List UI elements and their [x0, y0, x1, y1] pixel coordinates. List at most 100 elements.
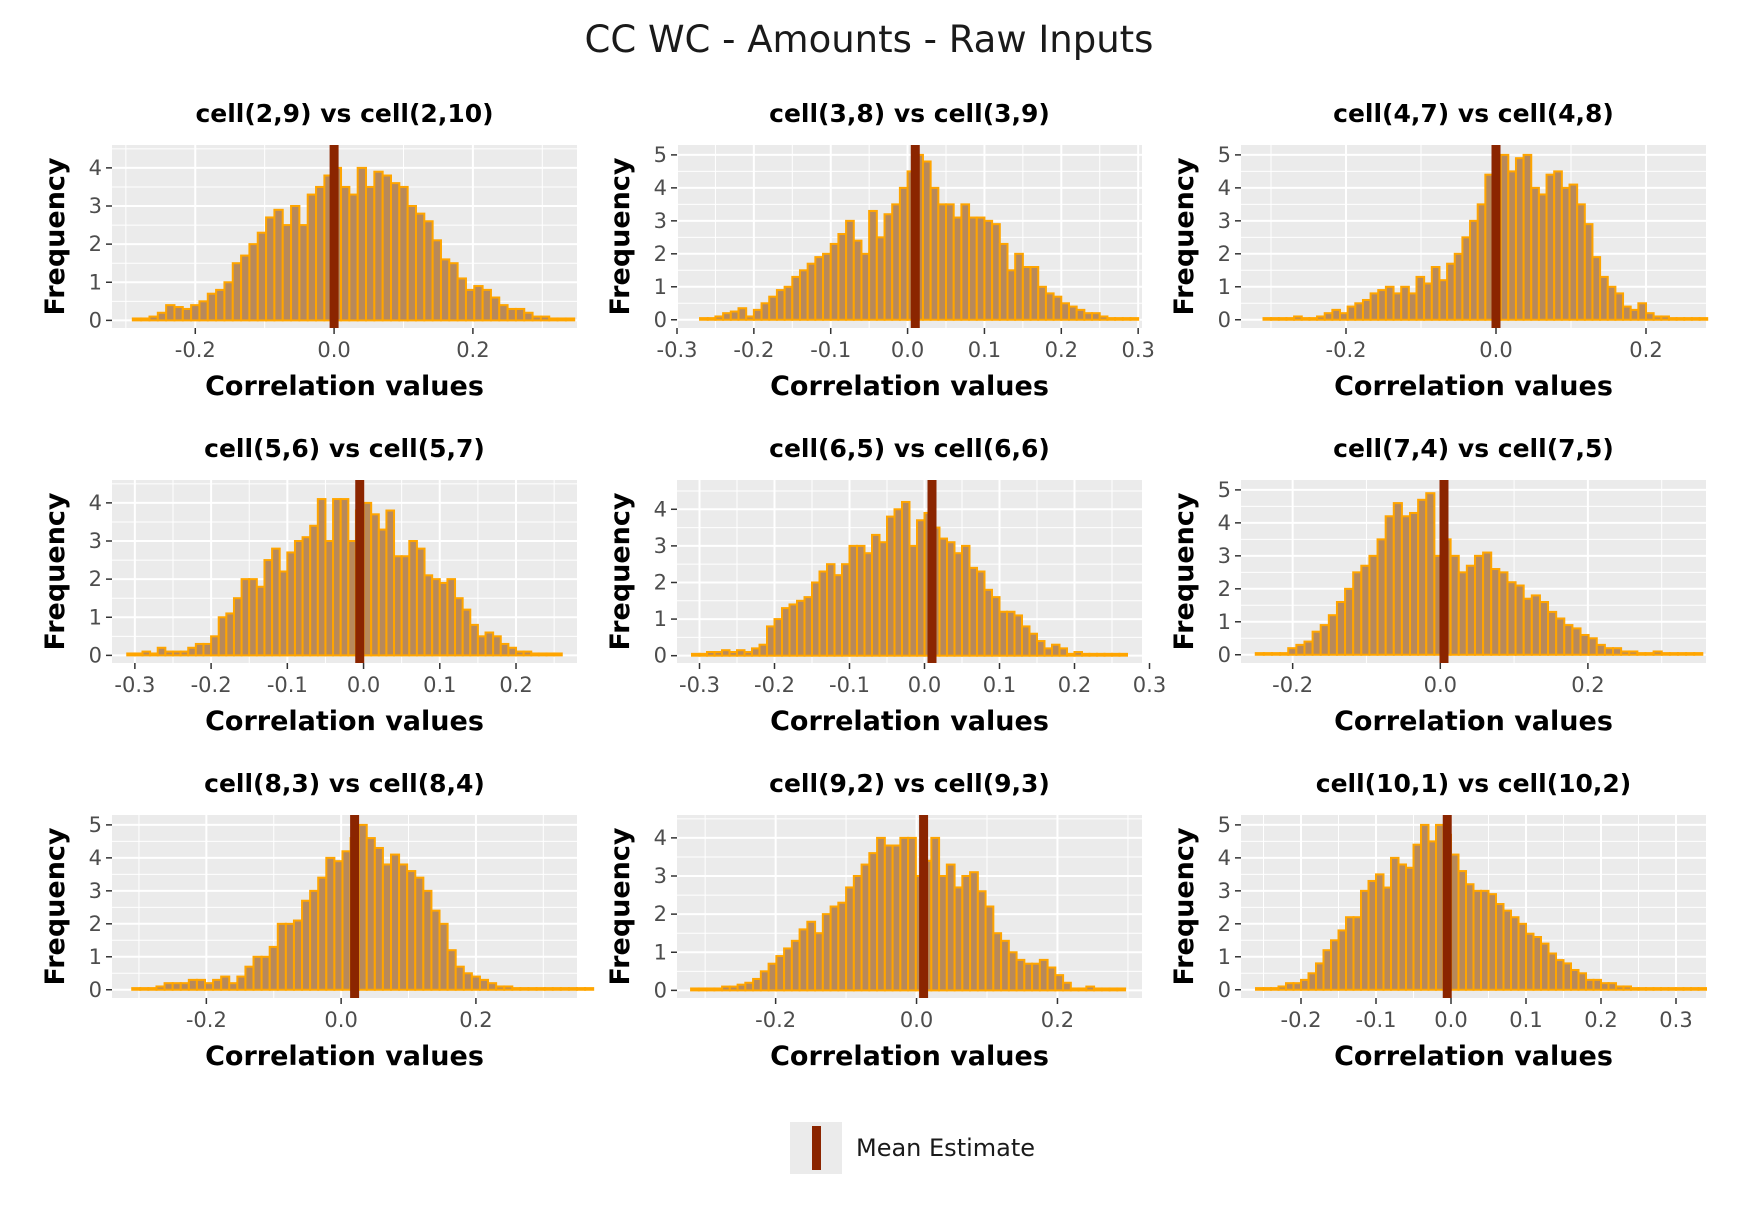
histogram-bar	[1106, 317, 1117, 321]
histogram-bar	[324, 540, 335, 657]
histogram-bar	[1482, 551, 1493, 656]
histogram-bar	[901, 500, 911, 657]
x-tick-label: -0.2	[754, 673, 795, 697]
histogram-bar	[171, 982, 182, 991]
panel-title: cell(7,4) vs cell(7,5)	[1333, 434, 1614, 463]
y-axis-label: Frequency	[40, 492, 71, 650]
x-tick-label: 0.0	[900, 1008, 933, 1032]
histogram-panel: -0.2 0.0 0.2 0 1 2 3 4 5 cell(7,4) vs cell(7,5) Co…	[1169, 434, 1706, 737]
histogram-bar	[1327, 614, 1338, 656]
histogram-bar	[1368, 554, 1379, 656]
y-axis-label: Frequency	[605, 827, 636, 985]
histogram-bar	[198, 300, 209, 322]
x-axis-label: Correlation values	[205, 1041, 484, 1072]
histogram-bar	[773, 618, 783, 657]
x-tick-label: -0.3	[679, 673, 720, 697]
histogram-bar	[706, 317, 717, 321]
histogram-bar	[1319, 624, 1330, 656]
histogram-bar	[1568, 183, 1579, 321]
histogram-bar	[818, 570, 828, 657]
histogram-bar	[202, 642, 213, 657]
histogram-bar	[1457, 870, 1467, 991]
histogram-bar	[446, 578, 457, 657]
histogram-bar	[495, 985, 506, 991]
histogram-bar	[340, 185, 351, 322]
histogram-bar	[292, 919, 304, 991]
histogram-bar	[1517, 922, 1527, 991]
histogram-bar	[173, 306, 184, 322]
x-tick-label: 0.2	[1584, 1008, 1617, 1032]
histogram-bar	[856, 544, 866, 657]
histogram-bar	[1015, 958, 1026, 992]
histogram-bar	[690, 987, 700, 992]
y-axis-label: Frequency	[1169, 827, 1200, 985]
histogram-bar	[891, 844, 902, 992]
histogram-bar	[1307, 972, 1317, 991]
histogram-bar	[1637, 302, 1647, 321]
histogram-bar	[473, 285, 484, 322]
histogram-bar	[1555, 617, 1566, 656]
histogram-bar	[1093, 987, 1103, 992]
x-tick-label: 0.1	[1509, 1008, 1542, 1032]
histogram-bar	[1420, 823, 1430, 991]
histogram-bar	[523, 311, 534, 322]
histogram-bar	[1346, 305, 1357, 321]
histogram-bar	[930, 836, 941, 992]
histogram-bar	[1514, 584, 1525, 656]
histogram-bar	[736, 649, 746, 657]
histogram-bar	[398, 863, 409, 991]
histogram-bar	[983, 219, 994, 321]
histogram-bar	[1457, 571, 1468, 656]
histogram-bar	[1645, 987, 1655, 991]
y-tick-label: 2	[89, 567, 102, 591]
histogram-bar	[1345, 916, 1355, 991]
histogram-bar	[1091, 312, 1101, 321]
y-tick-label: 5	[654, 143, 667, 167]
histogram-bar	[149, 652, 159, 657]
histogram-bar	[498, 304, 509, 322]
histogram-bar	[306, 193, 318, 322]
histogram-bar	[240, 254, 251, 322]
histogram-bar	[1085, 985, 1096, 992]
histogram-bar	[798, 928, 809, 992]
histogram-bar	[698, 652, 708, 657]
histogram-bar	[527, 987, 538, 991]
x-tick-label: 0.2	[1045, 338, 1078, 362]
mean-estimate-line	[1439, 480, 1449, 663]
histogram-panel: -0.2 0.0 0.2 0 1 2 3 4 5 cell(8,3) vs cell(8,4) Co…	[40, 769, 595, 1072]
histogram-bar	[470, 975, 481, 991]
histogram-bar	[206, 292, 218, 322]
histogram-bar	[1081, 652, 1091, 657]
histogram-bar	[775, 955, 786, 992]
histogram-bar	[1685, 652, 1696, 656]
histogram-bar	[1285, 982, 1295, 991]
histogram-bar	[796, 599, 806, 657]
histogram-bar	[1344, 587, 1355, 656]
histogram-bar	[1570, 968, 1580, 991]
histogram-panel: -0.3 -0.2 -0.1 0.0 0.1 0.2 0 1 2 3 4 cell(5,6) vs c…	[40, 434, 577, 737]
histogram-bar	[1563, 624, 1574, 656]
x-tick-label: -0.2	[186, 1008, 227, 1032]
histogram-bar	[1427, 840, 1437, 991]
histogram-bar	[945, 203, 955, 321]
histogram-bar	[976, 570, 986, 657]
histogram-bar	[301, 899, 312, 991]
x-tick-label: 0.0	[317, 338, 350, 362]
histogram-bar	[362, 501, 373, 657]
histogram-bar	[373, 170, 384, 322]
y-tick-label: 1	[1218, 945, 1231, 969]
histogram-bar	[1337, 929, 1347, 991]
histogram-bar	[1352, 571, 1363, 656]
x-tick-label: 0.1	[423, 673, 456, 697]
histogram-bar	[273, 208, 284, 322]
y-tick-label: 3	[654, 864, 667, 888]
figure-title: CC WC - Amounts - Raw Inputs	[584, 18, 1154, 61]
histogram-bar	[845, 886, 855, 992]
histogram-bar	[1116, 987, 1127, 992]
histogram-bar	[729, 310, 740, 321]
histogram-bar	[1375, 873, 1385, 991]
panel-title: cell(3,8) vs cell(3,9)	[769, 99, 1050, 128]
histogram-bar	[1322, 949, 1332, 991]
histogram-bar	[1058, 647, 1068, 657]
